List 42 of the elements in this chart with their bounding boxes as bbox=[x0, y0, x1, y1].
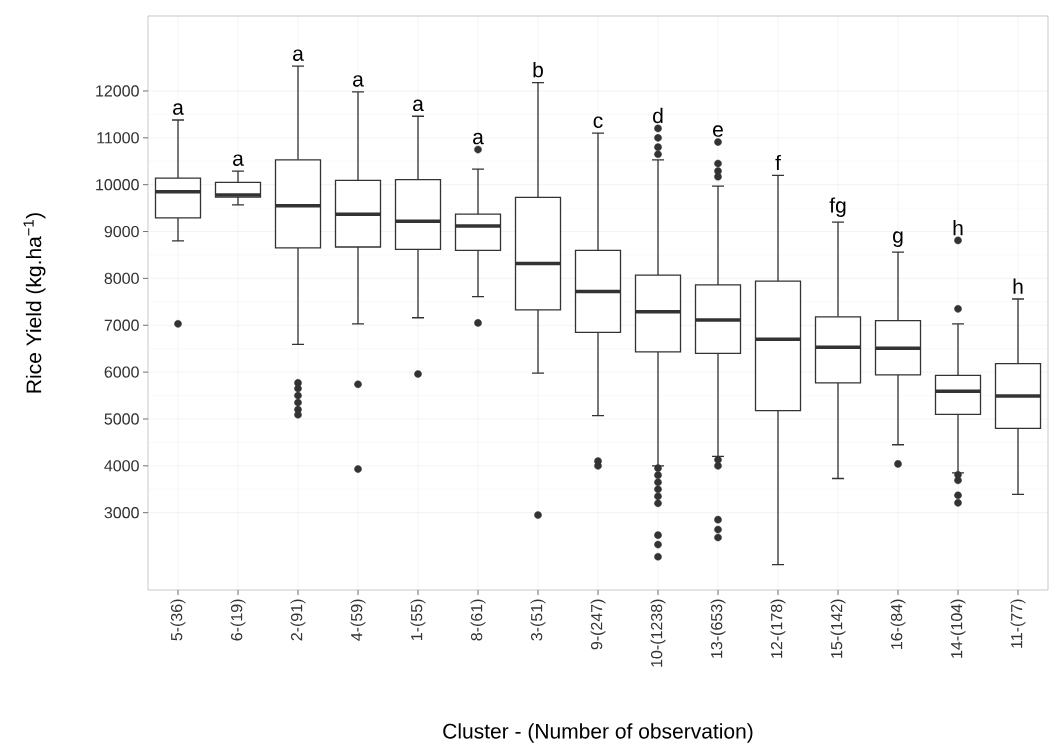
x-tick-label: 15-(142) bbox=[830, 599, 846, 658]
annotation: a bbox=[233, 154, 244, 166]
annotation: b bbox=[533, 61, 543, 78]
annotation: fg bbox=[829, 197, 846, 217]
x-tick-label: 4-(59) bbox=[350, 599, 366, 641]
annotation: a bbox=[413, 99, 424, 112]
annotation: a bbox=[353, 75, 364, 87]
x-tick-label: 10-(1238) bbox=[650, 599, 666, 667]
y-tick-label: 10000 bbox=[96, 179, 139, 191]
y-tick-label: 3000 bbox=[104, 507, 139, 519]
x-tick-label: 9-(247) bbox=[590, 599, 606, 650]
y-tick-label: 12000 bbox=[96, 85, 139, 97]
annotation: f bbox=[775, 154, 781, 171]
annotation: d bbox=[653, 107, 663, 124]
x-tick-label: 5-(36) bbox=[170, 599, 186, 641]
y-tick-label: 9000 bbox=[104, 225, 139, 238]
annotation: a bbox=[173, 103, 184, 115]
x-tick-label: 6-(19) bbox=[230, 599, 246, 641]
y-tick-label: 8000 bbox=[104, 272, 139, 285]
y-tick-label: 6000 bbox=[104, 366, 139, 378]
x-tick-label: 13-(653) bbox=[710, 599, 726, 658]
x-tick-label: 12-(178) bbox=[770, 599, 786, 658]
x-axis-title: Cluster - (Number of observation) bbox=[443, 723, 753, 743]
x-tick-label: 1-(55) bbox=[410, 599, 426, 640]
x-tick-label: 2-(91) bbox=[290, 599, 306, 641]
annotation: c bbox=[593, 116, 603, 128]
y-tick-label: 11000 bbox=[97, 132, 139, 144]
y-tick-label: 4000 bbox=[104, 460, 139, 472]
annotation: a bbox=[473, 132, 484, 145]
annotation: g bbox=[893, 231, 903, 247]
x-tick-label: 8-(61) bbox=[470, 599, 486, 641]
annotation: a bbox=[293, 49, 304, 61]
y-tick-label: 7000 bbox=[104, 319, 139, 331]
annotation: h bbox=[1013, 278, 1023, 294]
x-tick-label: 11-(77) bbox=[1010, 599, 1026, 648]
annotation: h bbox=[953, 220, 963, 236]
x-tick-label: 3-(51) bbox=[530, 599, 546, 641]
x-tick-label: 16-(84) bbox=[890, 599, 906, 649]
y-axis-title: Rice Yield (kg.ha$^{−1}$) bbox=[23, 213, 46, 393]
y-tick-label: 5000 bbox=[104, 413, 139, 425]
annotation: e bbox=[713, 125, 723, 137]
x-tick-label: 14-(104) bbox=[950, 599, 966, 658]
